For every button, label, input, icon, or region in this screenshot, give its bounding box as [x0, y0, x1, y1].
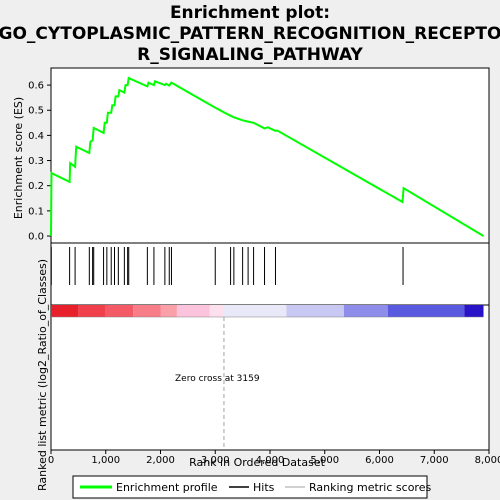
x-tick-label: 2,000 — [146, 455, 175, 466]
x-tick-label: 7,000 — [420, 455, 449, 466]
x-tick-label: 1,000 — [91, 455, 120, 466]
metric-band — [78, 305, 106, 317]
enrichment-profile-line — [50, 76, 485, 237]
legend: Enrichment profile Hits Ranking metric s… — [72, 475, 431, 499]
metric-band — [343, 305, 388, 317]
metric-band — [464, 305, 484, 317]
legend-hits-label: Hits — [253, 481, 275, 494]
x-tick-label: 5,000 — [310, 455, 339, 466]
legend-profile-label: Enrichment profile — [116, 481, 218, 494]
metric-y-axis-label: Ranked list metric (log2_Ratio_of_Classe… — [36, 259, 49, 491]
metric-band — [223, 305, 287, 317]
x-tick-label: 0 — [48, 455, 54, 466]
metric-band — [51, 305, 79, 317]
chart-subtitle-line-2: R_SIGNALING_PATHWAY — [137, 45, 363, 65]
chart-title: Enrichment plot: — [170, 3, 330, 23]
hits-plot-area — [50, 242, 490, 306]
es-y-axis-label: Enrichment score (ES) — [12, 97, 25, 219]
es-plot-area — [50, 67, 490, 244]
chart-subtitle-line-1: GO_CYTOPLASMIC_PATTERN_RECOGNITION_RECEP… — [0, 24, 500, 44]
hits-markers — [50, 247, 404, 285]
zero-cross-label: Zero cross at 3159 — [175, 374, 260, 384]
y-tick-label: 0.0 — [28, 232, 44, 243]
y-tick-label: 0.1 — [28, 206, 44, 217]
legend-box — [72, 475, 428, 499]
y-tick-label: 0.5 — [28, 106, 44, 117]
y-tick-label: 0.2 — [28, 181, 44, 192]
metric-band — [133, 305, 161, 317]
legend-ranking-label: Ranking metric scores — [309, 481, 431, 494]
x-tick-label: 4,000 — [256, 455, 285, 466]
metric-band — [387, 305, 465, 317]
es-y-axis: 0.0 0.1 0.2 0.3 0.4 0.5 0.6 — [28, 81, 51, 243]
x-tick-label: 8,000 — [475, 455, 500, 466]
y-tick-label: 0.3 — [28, 156, 44, 167]
metric-band — [176, 305, 210, 317]
x-tick-label: 6,000 — [365, 455, 394, 466]
metric-band — [105, 305, 134, 317]
metric-band — [160, 305, 177, 317]
x-axis: 0 1,000 2,000 3,000 4,000 5,000 6,000 7,000 8,00… — [48, 450, 500, 466]
y-tick-label: 0.6 — [28, 81, 44, 92]
metric-plot-area — [50, 304, 490, 451]
metric-band — [209, 305, 224, 317]
ranking-metric-bands — [51, 305, 484, 318]
y-tick-label: 0.4 — [28, 131, 44, 142]
x-axis-label: Rank in Ordered Dataset — [189, 456, 326, 469]
x-tick-label: 3,000 — [201, 455, 230, 466]
metric-band — [286, 305, 344, 317]
